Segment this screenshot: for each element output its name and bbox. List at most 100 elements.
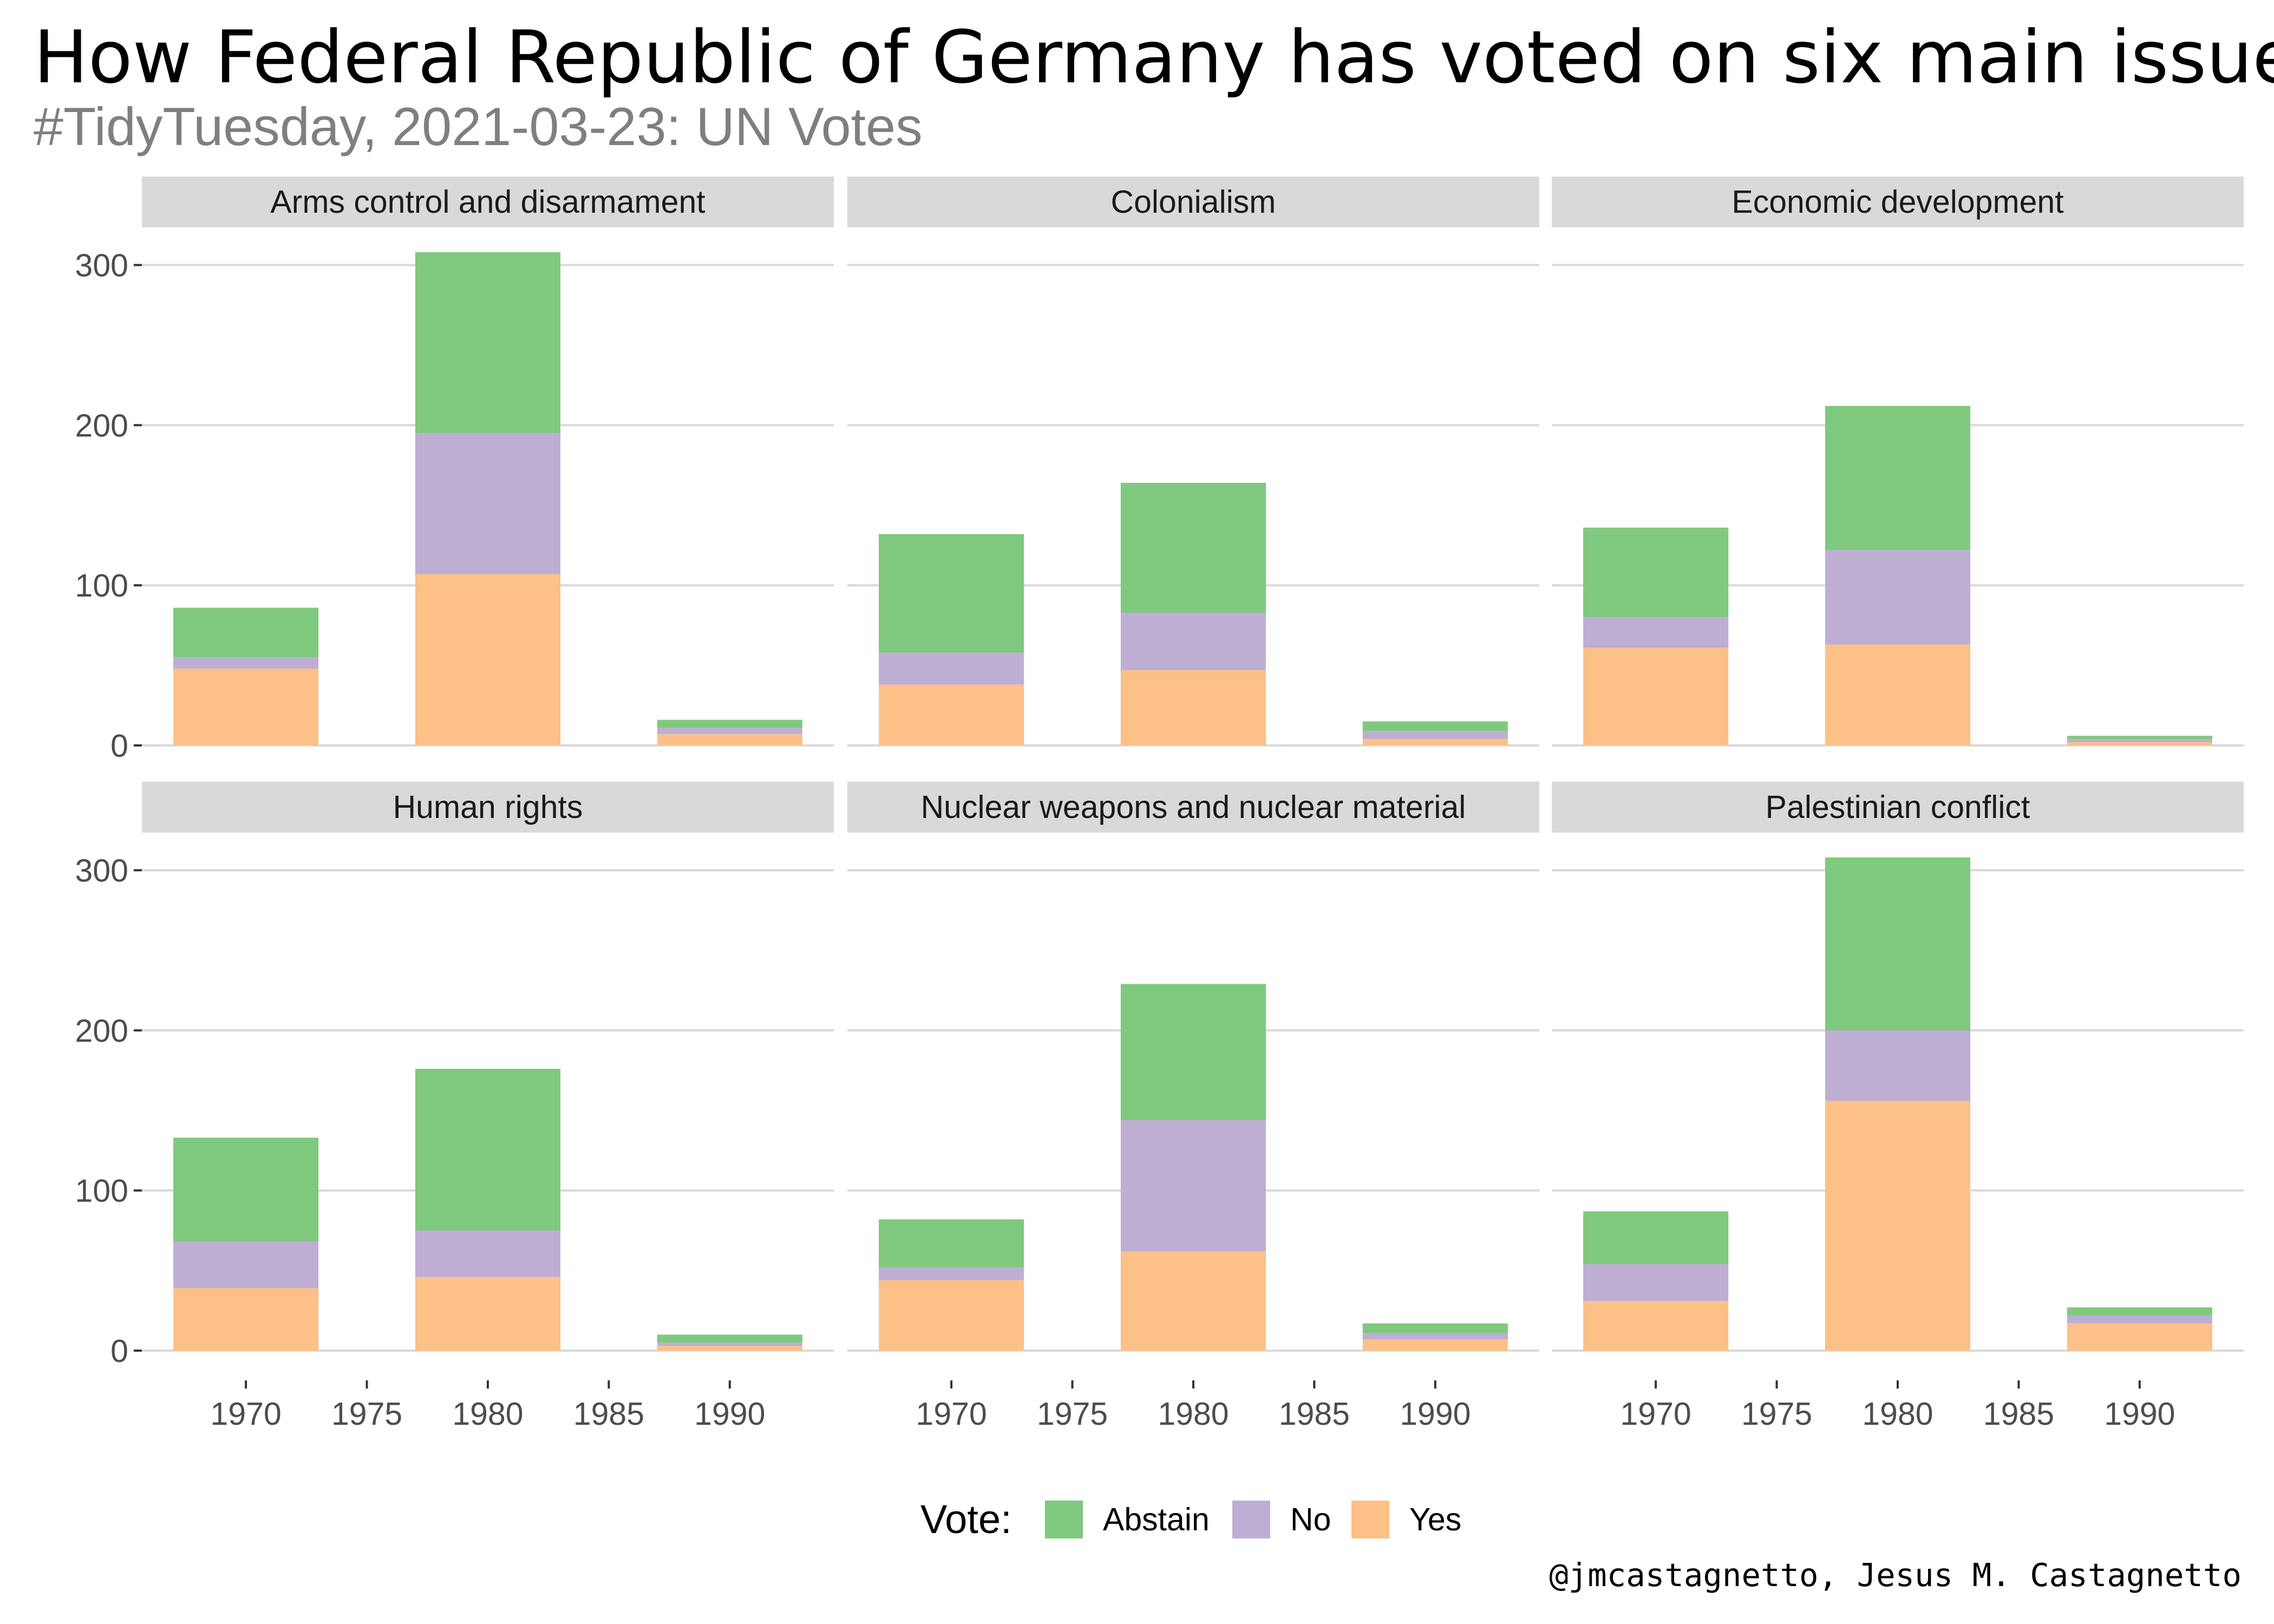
x-tick-label: 1980 bbox=[1158, 1396, 1229, 1432]
facet-label: Human rights bbox=[393, 789, 583, 825]
facet-strip bbox=[847, 782, 1539, 833]
x-tick-label: 1990 bbox=[1400, 1396, 1471, 1432]
bar-abstain-1990 bbox=[2067, 736, 2212, 739]
facet-label: Palestinian conflict bbox=[1766, 789, 2030, 825]
facet-strip bbox=[1552, 176, 2244, 227]
x-tick-label: 1975 bbox=[1037, 1396, 1108, 1432]
bar-no-1970 bbox=[1583, 1264, 1729, 1301]
bar-abstain-1970 bbox=[879, 1219, 1024, 1268]
bar-no-1980 bbox=[1825, 550, 1971, 645]
bar-abstain-1990 bbox=[2067, 1307, 2212, 1315]
facet-strip bbox=[142, 176, 834, 227]
legend-label-abstain: Abstain bbox=[1103, 1502, 1210, 1537]
facet-label: Economic development bbox=[1731, 184, 2063, 220]
facet-panels: Arms control and disarmament 0 100 200 300 Co… bbox=[75, 176, 2244, 1432]
bar-yes-1970 bbox=[173, 1288, 319, 1351]
y-tick-label: 0 bbox=[110, 728, 128, 764]
bar-yes-1990 bbox=[1362, 1339, 1508, 1351]
bar-no-1980 bbox=[415, 1230, 561, 1277]
bar-yes-1990 bbox=[2067, 742, 2212, 745]
panel-palestinian-conflict: Palestinian conflict 1970 1975 1980 1985 1990 bbox=[1552, 782, 2244, 1432]
bar-yes-1980 bbox=[1120, 1251, 1266, 1351]
bar-abstain-1980 bbox=[415, 1069, 561, 1231]
facet-strip bbox=[847, 176, 1539, 227]
y-tick-label: 0 bbox=[110, 1333, 128, 1369]
bar-no-1970 bbox=[879, 652, 1024, 685]
bar-no-1970 bbox=[879, 1267, 1024, 1280]
bar-abstain-1980 bbox=[415, 252, 561, 434]
facet-label: Colonialism bbox=[1111, 184, 1276, 220]
bar-no-1970 bbox=[173, 657, 319, 669]
bar-abstain-1970 bbox=[1583, 1211, 1729, 1265]
bar-abstain-1980 bbox=[1120, 482, 1266, 613]
bar-no-1980 bbox=[1825, 1030, 1971, 1101]
bar-yes-1990 bbox=[657, 1346, 802, 1351]
legend-label-yes: Yes bbox=[1409, 1502, 1461, 1537]
y-tick-label: 100 bbox=[75, 568, 128, 604]
chart-title: How Federal Republic of Germany has vote… bbox=[34, 15, 2274, 100]
bar-yes-1970 bbox=[879, 684, 1024, 745]
x-tick-label: 1990 bbox=[694, 1396, 765, 1432]
bar-abstain-1980 bbox=[1120, 984, 1266, 1121]
bar-no-1990 bbox=[1362, 731, 1508, 739]
bar-abstain-1990 bbox=[657, 719, 802, 728]
bar-yes-1990 bbox=[2067, 1323, 2212, 1351]
x-tick-label: 1970 bbox=[916, 1396, 987, 1432]
bar-abstain-1980 bbox=[1825, 857, 1971, 1031]
legend-key-abstain bbox=[1045, 1501, 1083, 1538]
x-tick-label: 1970 bbox=[1620, 1396, 1691, 1432]
panel-human-rights: Human rights 0 100 200 300 1970 1975 1980 1985 19… bbox=[75, 782, 834, 1432]
bar-no-1970 bbox=[1583, 617, 1729, 648]
chart-subtitle: #TidyTuesday, 2021-03-23: UN Votes bbox=[34, 96, 923, 156]
x-tick-label: 1990 bbox=[2104, 1396, 2175, 1432]
facet-label: Arms control and disarmament bbox=[270, 184, 705, 220]
bar-no-1990 bbox=[1362, 1333, 1508, 1340]
bar-no-1990 bbox=[2067, 739, 2212, 743]
x-tick-label: 1980 bbox=[452, 1396, 523, 1432]
bar-yes-1970 bbox=[1583, 647, 1729, 745]
y-tick-label: 300 bbox=[75, 853, 128, 889]
chart-caption: @jmcastagnetto, Jesus M. Castagnetto bbox=[1549, 1556, 2242, 1594]
legend-label-no: No bbox=[1290, 1502, 1331, 1537]
x-tick-label: 1985 bbox=[1983, 1396, 2054, 1432]
bar-abstain-1980 bbox=[1825, 405, 1971, 551]
panel-economic-development: Economic development bbox=[1552, 176, 2244, 746]
bar-abstain-1990 bbox=[1362, 721, 1508, 731]
facet-label: Nuclear weapons and nuclear material bbox=[921, 789, 1466, 825]
facet-strip bbox=[142, 782, 834, 833]
x-tick-label: 1970 bbox=[211, 1396, 282, 1432]
x-tick-label: 1985 bbox=[573, 1396, 644, 1432]
bar-no-1980 bbox=[1120, 612, 1266, 670]
panel-nuclear-weapons-and-nuclear-material: Nuclear weapons and nuclear material 1970… bbox=[847, 782, 1539, 1432]
bar-yes-1970 bbox=[879, 1280, 1024, 1351]
bar-yes-1980 bbox=[415, 574, 561, 745]
bar-yes-1970 bbox=[1583, 1301, 1729, 1351]
bar-yes-1980 bbox=[1825, 644, 1971, 745]
x-tick-label: 1980 bbox=[1862, 1396, 1933, 1432]
bar-no-1990 bbox=[657, 728, 802, 735]
legend-title: Vote: bbox=[920, 1497, 1012, 1542]
bar-abstain-1970 bbox=[1583, 527, 1729, 618]
bar-abstain-1970 bbox=[173, 1137, 319, 1242]
bar-no-1970 bbox=[173, 1241, 319, 1288]
x-tick-label: 1975 bbox=[1741, 1396, 1812, 1432]
bar-yes-1980 bbox=[415, 1276, 561, 1351]
bar-abstain-1990 bbox=[1362, 1323, 1508, 1333]
y-tick-label: 100 bbox=[75, 1173, 128, 1209]
bar-yes-1990 bbox=[1362, 739, 1508, 745]
bar-abstain-1970 bbox=[173, 607, 319, 658]
bar-yes-1970 bbox=[173, 669, 319, 745]
bar-no-1980 bbox=[415, 433, 561, 574]
bar-yes-1980 bbox=[1825, 1101, 1971, 1351]
y-tick-label: 200 bbox=[75, 1013, 128, 1049]
panel-colonialism: Colonialism bbox=[847, 176, 1539, 746]
bar-abstain-1990 bbox=[657, 1334, 802, 1343]
y-tick-label: 300 bbox=[75, 248, 128, 284]
bar-no-1990 bbox=[657, 1343, 802, 1346]
legend: Vote: Abstain No Yes bbox=[920, 1497, 1461, 1542]
x-tick-label: 1975 bbox=[331, 1396, 402, 1432]
bar-yes-1980 bbox=[1120, 670, 1266, 745]
legend-key-yes bbox=[1351, 1501, 1389, 1538]
bar-no-1980 bbox=[1120, 1120, 1266, 1252]
